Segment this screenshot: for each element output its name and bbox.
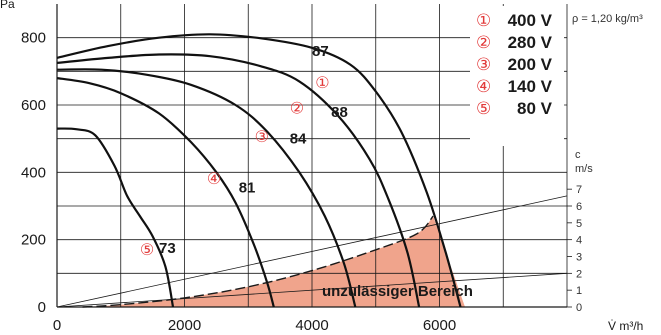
velocity-tick-label: 2 — [576, 268, 582, 280]
curve-2 — [56, 53, 421, 308]
velocity-tick-label: 0 — [576, 302, 582, 314]
forbidden-zone-boundary — [82, 215, 434, 308]
density-note: ρ = 1,20 kg/m³ — [572, 13, 643, 25]
curve-3 — [56, 68, 357, 308]
y-tick-label: 200 — [21, 232, 46, 249]
x-tick-label: 2000 — [168, 317, 201, 334]
velocity-line-upper — [56, 195, 568, 308]
y-tick-label: 400 — [21, 164, 46, 181]
forbidden-zone-layer — [82, 215, 465, 308]
curve-1 — [56, 33, 462, 308]
x-tick-label: 6000 — [423, 317, 456, 334]
legend-marker-1: ① — [476, 11, 491, 30]
legend-marker-2: ② — [476, 33, 491, 52]
efficiency-label-2: 88 — [331, 104, 348, 121]
curve-marker-5: ⑤ — [140, 242, 154, 259]
velocity-axis-unit: m/s — [575, 163, 593, 175]
curves-layer — [56, 33, 462, 308]
x-tick-label: 4000 — [295, 317, 328, 334]
legend-voltage-4: 140 V — [508, 77, 553, 96]
velocity-tick-label: 3 — [576, 252, 582, 264]
legend: ① 400 V ② 280 V ③ 200 V ④ 140 V ⑤ 80 V — [470, 6, 564, 146]
legend-marker-3: ③ — [476, 55, 491, 74]
forbidden-zone-area — [82, 216, 465, 307]
velocity-tick-label: 4 — [576, 235, 582, 247]
x-tick-label: 0 — [53, 317, 61, 334]
y-axis-unit: Pa — [0, 0, 15, 11]
legend-marker-4: ④ — [476, 77, 491, 96]
curve-4 — [56, 77, 275, 308]
velocity-tick-label: 1 — [576, 285, 582, 297]
legend-voltage-1: 400 V — [508, 11, 553, 30]
efficiency-label-1: 87 — [312, 43, 329, 60]
velocity-tick-label: 5 — [576, 218, 582, 230]
y-tick-label: 0 — [38, 299, 46, 316]
legend-marker-5: ⑤ — [476, 99, 491, 118]
curve-marker-2: ② — [290, 100, 304, 117]
efficiency-label-5: 73 — [159, 240, 176, 257]
velocity-tick-label: 6 — [576, 201, 582, 213]
curve-marker-1: ① — [315, 75, 329, 92]
curve-marker-3: ③ — [255, 129, 269, 146]
velocity-axis-title: c — [575, 149, 581, 161]
legend-voltage-5: 80 V — [517, 99, 553, 118]
velocity-line-lower — [56, 272, 568, 308]
efficiency-label-4: 81 — [239, 180, 256, 197]
legend-voltage-2: 280 V — [508, 33, 553, 52]
grid-layer — [56, 4, 568, 308]
x-axis-unit: V̇ m³/h — [608, 319, 643, 333]
velocity-lines-layer — [56, 195, 568, 308]
curve-marker-4: ④ — [207, 171, 221, 188]
efficiency-label-3: 84 — [290, 131, 307, 148]
velocity-tick-label: 7 — [576, 184, 582, 196]
curve-5 — [56, 127, 175, 308]
forbidden-zone-label: unzulässiger Bereich — [322, 283, 473, 300]
y-tick-label: 800 — [21, 30, 46, 47]
labels-layer: 0 200 400 600 800 0 2000 4000 6000 0 1 2 3 4 5 6 7 87 ①88 ②… — [21, 30, 582, 334]
y-tick-label: 600 — [21, 97, 46, 114]
legend-voltage-3: 200 V — [508, 55, 553, 74]
